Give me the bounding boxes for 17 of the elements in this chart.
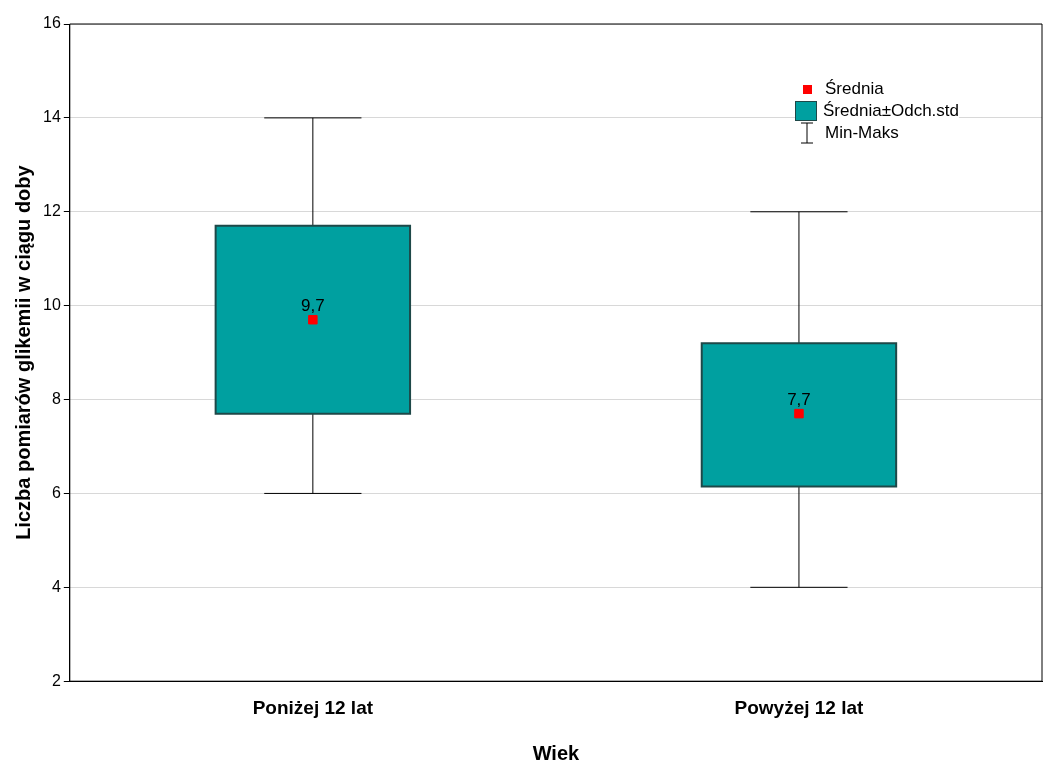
data-label: 7,7 xyxy=(787,389,811,409)
x-tick-label: Poniżej 12 lat xyxy=(252,696,374,718)
y-tick-label: 6 xyxy=(51,483,61,501)
annotation: Min-Maks xyxy=(825,123,899,143)
y-tick-label: 4 xyxy=(51,577,61,595)
y-tick-label: 10 xyxy=(43,296,61,314)
y-tick-label: 8 xyxy=(51,389,61,407)
y-axis-title: Liczba pomiarów glikemii w ciągu doby xyxy=(11,164,34,540)
legend-label: Średnia±Odch.std xyxy=(823,101,959,121)
x-tick-label: Powyżej 12 lat xyxy=(734,696,865,718)
y-tick-label: 2 xyxy=(51,671,61,689)
y-tick-label: 14 xyxy=(43,108,61,126)
data-label: 9,7 xyxy=(301,295,325,315)
y-tick-label: 16 xyxy=(43,14,61,32)
y-tick-label: 12 xyxy=(43,202,61,220)
x-axis-title: Wiek xyxy=(532,741,581,764)
legend-label: Średnia xyxy=(825,79,884,99)
